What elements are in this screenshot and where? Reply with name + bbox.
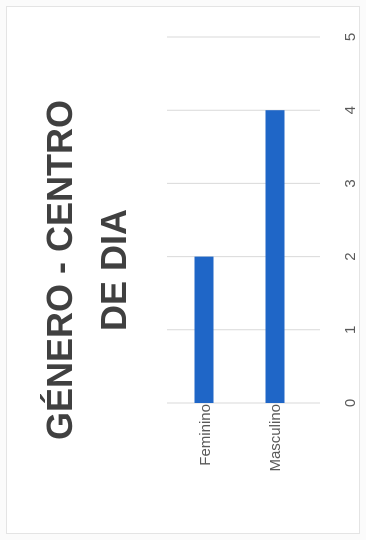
tick-label-2: 2 xyxy=(342,252,359,260)
bar-feminino xyxy=(194,256,214,403)
chart-frame xyxy=(6,6,360,534)
tick-label-5: 5 xyxy=(342,33,359,41)
tick-label-4: 4 xyxy=(342,106,359,114)
grid-layer xyxy=(167,36,320,404)
chart-title-line-2: DE DIA xyxy=(93,209,134,331)
tick-label-0: 0 xyxy=(342,399,359,407)
category-label-masculino: Masculino xyxy=(267,404,284,472)
label-layer: GÉNERO - CENTRO DE DIA Feminino Masculin… xyxy=(39,33,359,472)
tick-label-1: 1 xyxy=(342,326,359,334)
tick-label-3: 3 xyxy=(342,179,359,187)
bar-layer xyxy=(194,110,285,403)
category-label-feminino: Feminino xyxy=(197,404,214,466)
bar-masculino xyxy=(265,110,285,403)
chart-title-line-1: GÉNERO - CENTRO xyxy=(39,100,80,440)
